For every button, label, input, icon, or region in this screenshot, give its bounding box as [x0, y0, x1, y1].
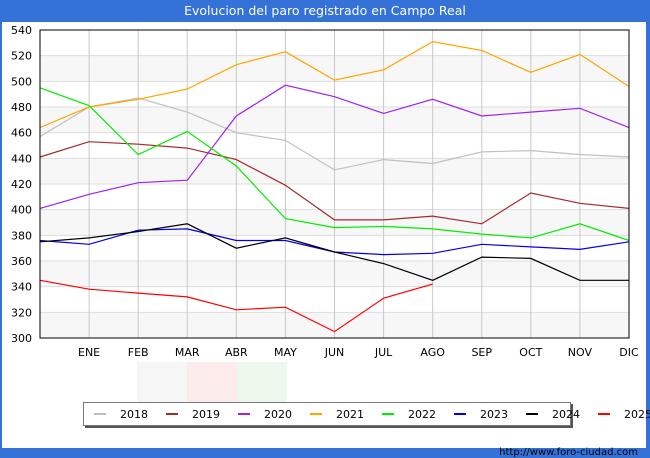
watermark-stripe [237, 362, 287, 406]
legend-item-2023: 2023 [454, 408, 508, 421]
y-tick-label: 380 [11, 229, 32, 242]
x-tick-label: MAY [274, 346, 297, 359]
chart-panel: 300 320 340 360 380 400 420 440 460 480 500 520 540 … [2, 22, 650, 458]
source-credit[interactable]: http://www.foro-ciudad.com [499, 447, 638, 458]
legend-swatch [598, 413, 610, 415]
legend-label: 2021 [336, 407, 364, 421]
legend-label: 2022 [408, 407, 436, 421]
x-tick-label: DIC [619, 346, 639, 359]
watermark-stripe [137, 362, 187, 406]
x-tick-label: ENE [78, 346, 100, 359]
y-tick-label: 540 [11, 24, 32, 37]
watermark-stripe [187, 362, 237, 406]
series-lines [39, 40, 630, 333]
x-tick-label: JUN [324, 346, 345, 359]
x-axis-ticks: ENE FEB MAR ABR MAY JUN JUL AGO SEP OCT NOV DIC [78, 346, 639, 359]
legend-label: 2018 [120, 407, 148, 421]
y-tick-label: 500 [11, 75, 32, 88]
legend-item-2021: 2021 [310, 408, 364, 421]
series-line-2018 [39, 97, 630, 171]
legend-swatch [166, 413, 178, 415]
y-tick-label: 520 [11, 50, 32, 63]
series-line-2020 [39, 84, 630, 209]
series-line-2021 [39, 40, 630, 129]
legend-item-2025: 2025 [598, 408, 650, 421]
x-tick-label: SEP [471, 346, 492, 359]
y-tick-label: 460 [11, 127, 32, 140]
legend-label: 2025 [624, 407, 650, 421]
y-tick-label: 440 [11, 152, 32, 165]
y-tick-label: 340 [11, 281, 32, 294]
y-tick-label: 300 [11, 332, 32, 345]
series-line-2019 [39, 141, 630, 225]
legend: 2018 2019 2020 2021 2022 2023 2024 2025 [83, 402, 650, 426]
legend-swatch [382, 413, 394, 415]
chart-title: Evolucion del paro registrado en Campo R… [184, 3, 466, 18]
y-axis-ticks: 300 320 340 360 380 400 420 440 460 480 500 520 540 [11, 24, 32, 345]
line-chart: 300320340360380400420440460480500520540 … [11, 24, 639, 359]
x-tick-label: AGO [420, 346, 445, 359]
legend-item-2020: 2020 [238, 408, 292, 421]
x-tick-label: ABR [225, 346, 248, 359]
x-tick-label: JUL [374, 346, 393, 359]
series-line-2022 [39, 87, 630, 242]
legend-swatch [526, 413, 538, 415]
x-tick-label: FEB [128, 346, 149, 359]
y-tick-label: 360 [11, 255, 32, 268]
legend-item-2024: 2024 [526, 408, 580, 421]
legend-label: 2024 [552, 407, 580, 421]
legend-item-2018: 2018 [94, 408, 148, 421]
legend-item-2019: 2019 [166, 408, 220, 421]
series-line-2024 [39, 223, 629, 281]
legend-label: 2020 [264, 407, 292, 421]
legend-label: 2023 [480, 407, 508, 421]
y-tick-label: 320 [11, 306, 32, 319]
grid-lines [40, 29, 630, 339]
legend-swatch [454, 413, 466, 415]
y-tick-label: 400 [11, 204, 32, 217]
legend-swatch [94, 413, 106, 415]
legend-label: 2019 [192, 407, 220, 421]
x-tick-label: MAR [175, 346, 200, 359]
legend-swatch [238, 413, 250, 415]
y-tick-label: 420 [11, 178, 32, 191]
y-tick-label: 480 [11, 101, 32, 114]
series-line-2025 [39, 279, 433, 333]
plot-frame [39, 29, 630, 339]
legend-item-2022: 2022 [382, 408, 436, 421]
legend-swatch [310, 413, 322, 415]
x-tick-label: NOV [568, 346, 593, 359]
x-tick-label: OCT [519, 346, 542, 359]
